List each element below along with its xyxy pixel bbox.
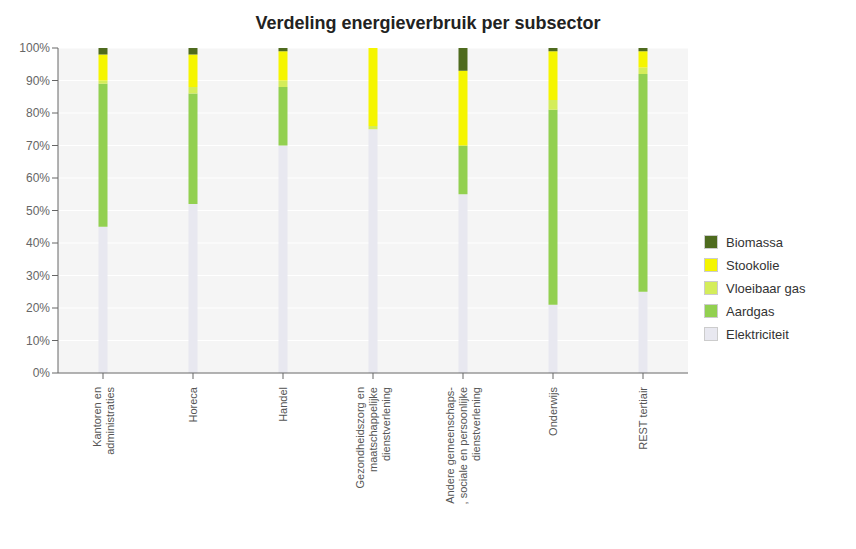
html-text:Elektriciteit: Elektriciteit — [726, 326, 789, 342]
svg-text:50%: 50% — [26, 204, 50, 218]
svg-text:Handel: Handel — [277, 387, 289, 422]
svg-text:80%: 80% — [26, 106, 50, 120]
html-text:Vloeibaar gas: Vloeibaar gas — [726, 280, 806, 296]
svg-text:Horeca: Horeca — [187, 386, 199, 422]
svg-text:Kantoren enadministraties: Kantoren enadministraties — [91, 387, 116, 455]
html-text:Biomassa: Biomassa — [726, 234, 784, 250]
svg-text:30%: 30% — [26, 269, 50, 283]
svg-text:90%: 90% — [26, 74, 50, 88]
svg-text:REST tertiair: REST tertiair — [637, 387, 649, 450]
svg-text:Onderwijs: Onderwijs — [547, 387, 559, 436]
svg-text:10%: 10% — [26, 334, 50, 348]
svg-text:100%: 100% — [19, 41, 50, 55]
html-text:Verdeling energieverbruik per: Verdeling energieverbruik per subsector — [255, 13, 601, 33]
html-text:Aardgas: Aardgas — [726, 303, 775, 319]
html-text:Stookolie: Stookolie — [726, 257, 780, 273]
svg-text:0%: 0% — [33, 366, 51, 380]
svg-text:Gezondheidszorg enmaatschappel: Gezondheidszorg enmaatschappelijkedienst… — [354, 387, 392, 489]
svg-text:Andere gemeenschaps-, sociale: Andere gemeenschaps-, sociale en persoon… — [444, 387, 482, 505]
svg-text:40%: 40% — [26, 236, 50, 250]
svg-text:20%: 20% — [26, 301, 50, 315]
svg-text:60%: 60% — [26, 171, 50, 185]
svg-text:70%: 70% — [26, 139, 50, 153]
